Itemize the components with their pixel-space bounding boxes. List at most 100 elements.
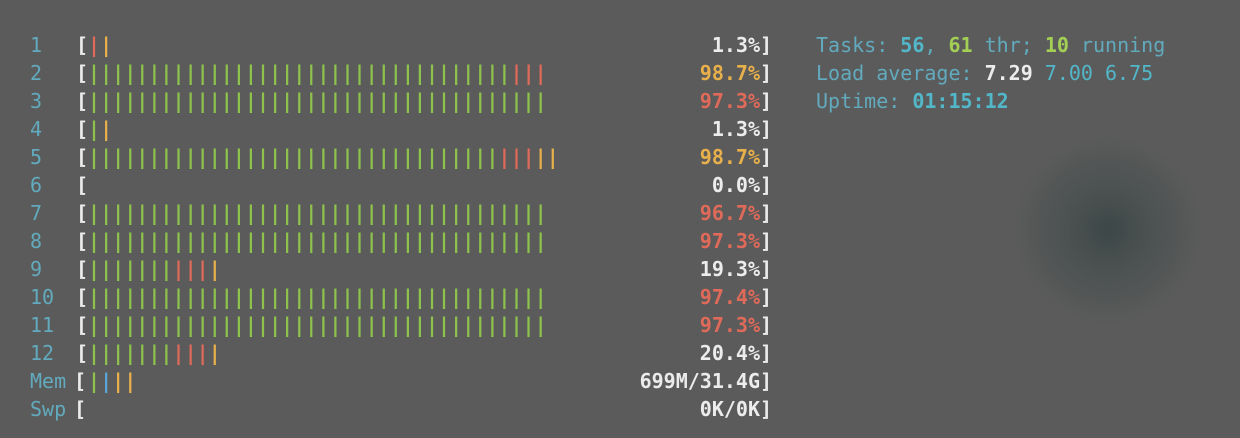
- meter-value: 96.7%: [699, 201, 760, 225]
- meter-bar-segment: ||||||||||||||||||||||||||||||||||||||: [88, 229, 547, 253]
- uptime-label: Uptime:: [816, 89, 913, 113]
- meter-row: 11 [|||||||||||||||||||||||||||||||||||||…: [30, 311, 772, 339]
- meter-open-bracket: [: [76, 145, 89, 169]
- meter-bar-segment: |: [88, 33, 101, 57]
- tasks-line: Tasks: 56, 61 thr; 10 running: [816, 31, 1165, 59]
- meter-label: 10: [30, 285, 55, 309]
- meter-bar: ||||||||||||||||||||||||||||||||||||||: [88, 87, 547, 115]
- tasks-label: Tasks:: [816, 33, 901, 57]
- meter-bar-segment: |||||||: [88, 257, 173, 281]
- meter-label: 7: [30, 201, 43, 225]
- meter-label: 12: [30, 341, 55, 365]
- meter-label: 4: [30, 117, 43, 141]
- meter-label: 8: [30, 229, 43, 253]
- meter-bar-segment: |: [208, 257, 221, 281]
- meter-bar-segment: |: [208, 341, 221, 365]
- meter-value: 0.0%: [711, 173, 760, 197]
- running-count: 10: [1044, 33, 1069, 57]
- meter-bar-segment: |: [100, 33, 113, 57]
- meter-value: 98.7%: [699, 145, 760, 169]
- meter-value: 97.4%: [699, 285, 760, 309]
- meter-label: 2: [30, 61, 43, 85]
- meter-row: Mem[|||| 699M/31.4G]: [30, 367, 772, 395]
- meter-bar-segment: ||||||||||||||||||||||||||||||||||||||: [88, 285, 547, 309]
- meter-row: 10 [|||||||||||||||||||||||||||||||||||||…: [30, 283, 772, 311]
- meter-row: 7 [||||||||||||||||||||||||||||||||||||||…: [30, 199, 772, 227]
- meter-bar: |||||||||||||||||||||||||||||||||||||||: [88, 143, 559, 171]
- meter-bar: ||||||||||||||||||||||||||||||||||||||: [88, 227, 547, 255]
- meter-bar: ||||||||||||||||||||||||||||||||||||||: [88, 283, 547, 311]
- meter-row: 5[||||||||||||||||||||||||||||||||||||||…: [30, 143, 772, 171]
- meter-open-bracket: [: [76, 341, 89, 365]
- meter-value: 699M/31.4G: [639, 369, 760, 393]
- meter-bar: ||||: [88, 367, 136, 395]
- meter-open-bracket: [: [76, 201, 89, 225]
- meter-close-bracket: ]: [759, 285, 772, 309]
- threads-label: thr;: [972, 33, 1045, 57]
- meter-row: 2[||||||||||||||||||||||||||||||||||||||…: [30, 59, 772, 87]
- meter-value: 1.3%: [711, 33, 760, 57]
- meter-value: 97.3%: [699, 313, 760, 337]
- meter-bar-segment: |||: [172, 257, 209, 281]
- meter-bar-segment: |: [88, 369, 101, 393]
- load-15min: 6.75: [1105, 61, 1154, 85]
- meter-open-bracket: [: [76, 89, 89, 113]
- meter-label: 5: [30, 145, 43, 169]
- meter-value: 98.7%: [699, 61, 760, 85]
- meter-row: 8 [||||||||||||||||||||||||||||||||||||||…: [30, 227, 772, 255]
- meter-bar-segment: |||||||||||||||||||||||||||||||||||: [88, 61, 511, 85]
- meter-close-bracket: ]: [759, 89, 772, 113]
- meter-close-bracket: ]: [759, 257, 772, 281]
- meter-row: 4[|| 1.3%]: [30, 115, 772, 143]
- meter-bar: ||: [88, 31, 112, 59]
- meter-bar: ||||||||||||||||||||||||||||||||||||||: [88, 311, 547, 339]
- meter-open-bracket: [: [74, 369, 87, 393]
- meter-open-bracket: [: [74, 397, 87, 421]
- threads-count: 61: [948, 33, 973, 57]
- meter-bar: ||||||||||||||||||||||||||||||||||||||: [88, 59, 547, 87]
- meter-row: 9[||||||||||| 19.3%]: [30, 255, 772, 283]
- meter-label: Mem: [30, 369, 67, 393]
- meter-close-bracket: ]: [759, 61, 772, 85]
- meter-row: 1[|| 1.3%]: [30, 31, 772, 59]
- meter-close-bracket: ]: [759, 173, 772, 197]
- meter-row: Swp [0K/0K]: [30, 395, 772, 423]
- meter-close-bracket: ]: [759, 341, 772, 365]
- load-average-line: Load average: 7.29 7.00 6.75: [816, 59, 1165, 87]
- meter-label: Swp: [30, 397, 67, 421]
- meter-row: 6 [0.0%]: [30, 171, 772, 199]
- meter-row: 12[||||||||||| 20.4%]: [30, 339, 772, 367]
- meter-value: 1.3%: [711, 117, 760, 141]
- load-1min: 7.29: [984, 61, 1033, 85]
- meter-bar-segment: ||||||||||||||||||||||||||||||||||||||: [88, 201, 547, 225]
- cpu-meters-panel: 1[|| 1.3%] 2[|||||||||||||||||||||||||||||…: [30, 31, 772, 423]
- meter-bar-segment: ||: [112, 369, 137, 393]
- meter-bar: |||||||||||: [88, 255, 221, 283]
- meter-open-bracket: [: [76, 33, 89, 57]
- meter-label: 3: [30, 89, 43, 113]
- meter-bar-segment: |||||||: [88, 341, 173, 365]
- meter-close-bracket: ]: [759, 145, 772, 169]
- system-info-panel: Tasks: 56, 61 thr; 10 running Load avera…: [816, 31, 1165, 115]
- meter-label: 9: [30, 257, 43, 281]
- meter-bar-segment: ||: [534, 145, 559, 169]
- running-label: running: [1068, 33, 1166, 57]
- meter-value: 20.4%: [699, 341, 760, 365]
- meter-close-bracket: ]: [759, 33, 772, 57]
- meter-bar-segment: |||: [510, 61, 547, 85]
- meter-value: 19.3%: [699, 257, 760, 281]
- uptime-line: Uptime: 01:15:12: [816, 87, 1165, 115]
- meter-value: 97.3%: [699, 89, 760, 113]
- tasks-separator: ,: [924, 33, 949, 57]
- meter-bar: |||||||||||: [88, 339, 221, 367]
- tasks-count: 56: [900, 33, 925, 57]
- meter-label: 1: [30, 33, 43, 57]
- meter-label: 6: [30, 173, 43, 197]
- meter-bar-segment: |||: [498, 145, 535, 169]
- meter-label: 11: [30, 313, 55, 337]
- meter-close-bracket: ]: [759, 229, 772, 253]
- meter-close-bracket: ]: [759, 313, 772, 337]
- meter-value: 97.3%: [699, 229, 760, 253]
- uptime-value: 01:15:12: [912, 89, 1009, 113]
- meter-open-bracket: [: [76, 229, 89, 253]
